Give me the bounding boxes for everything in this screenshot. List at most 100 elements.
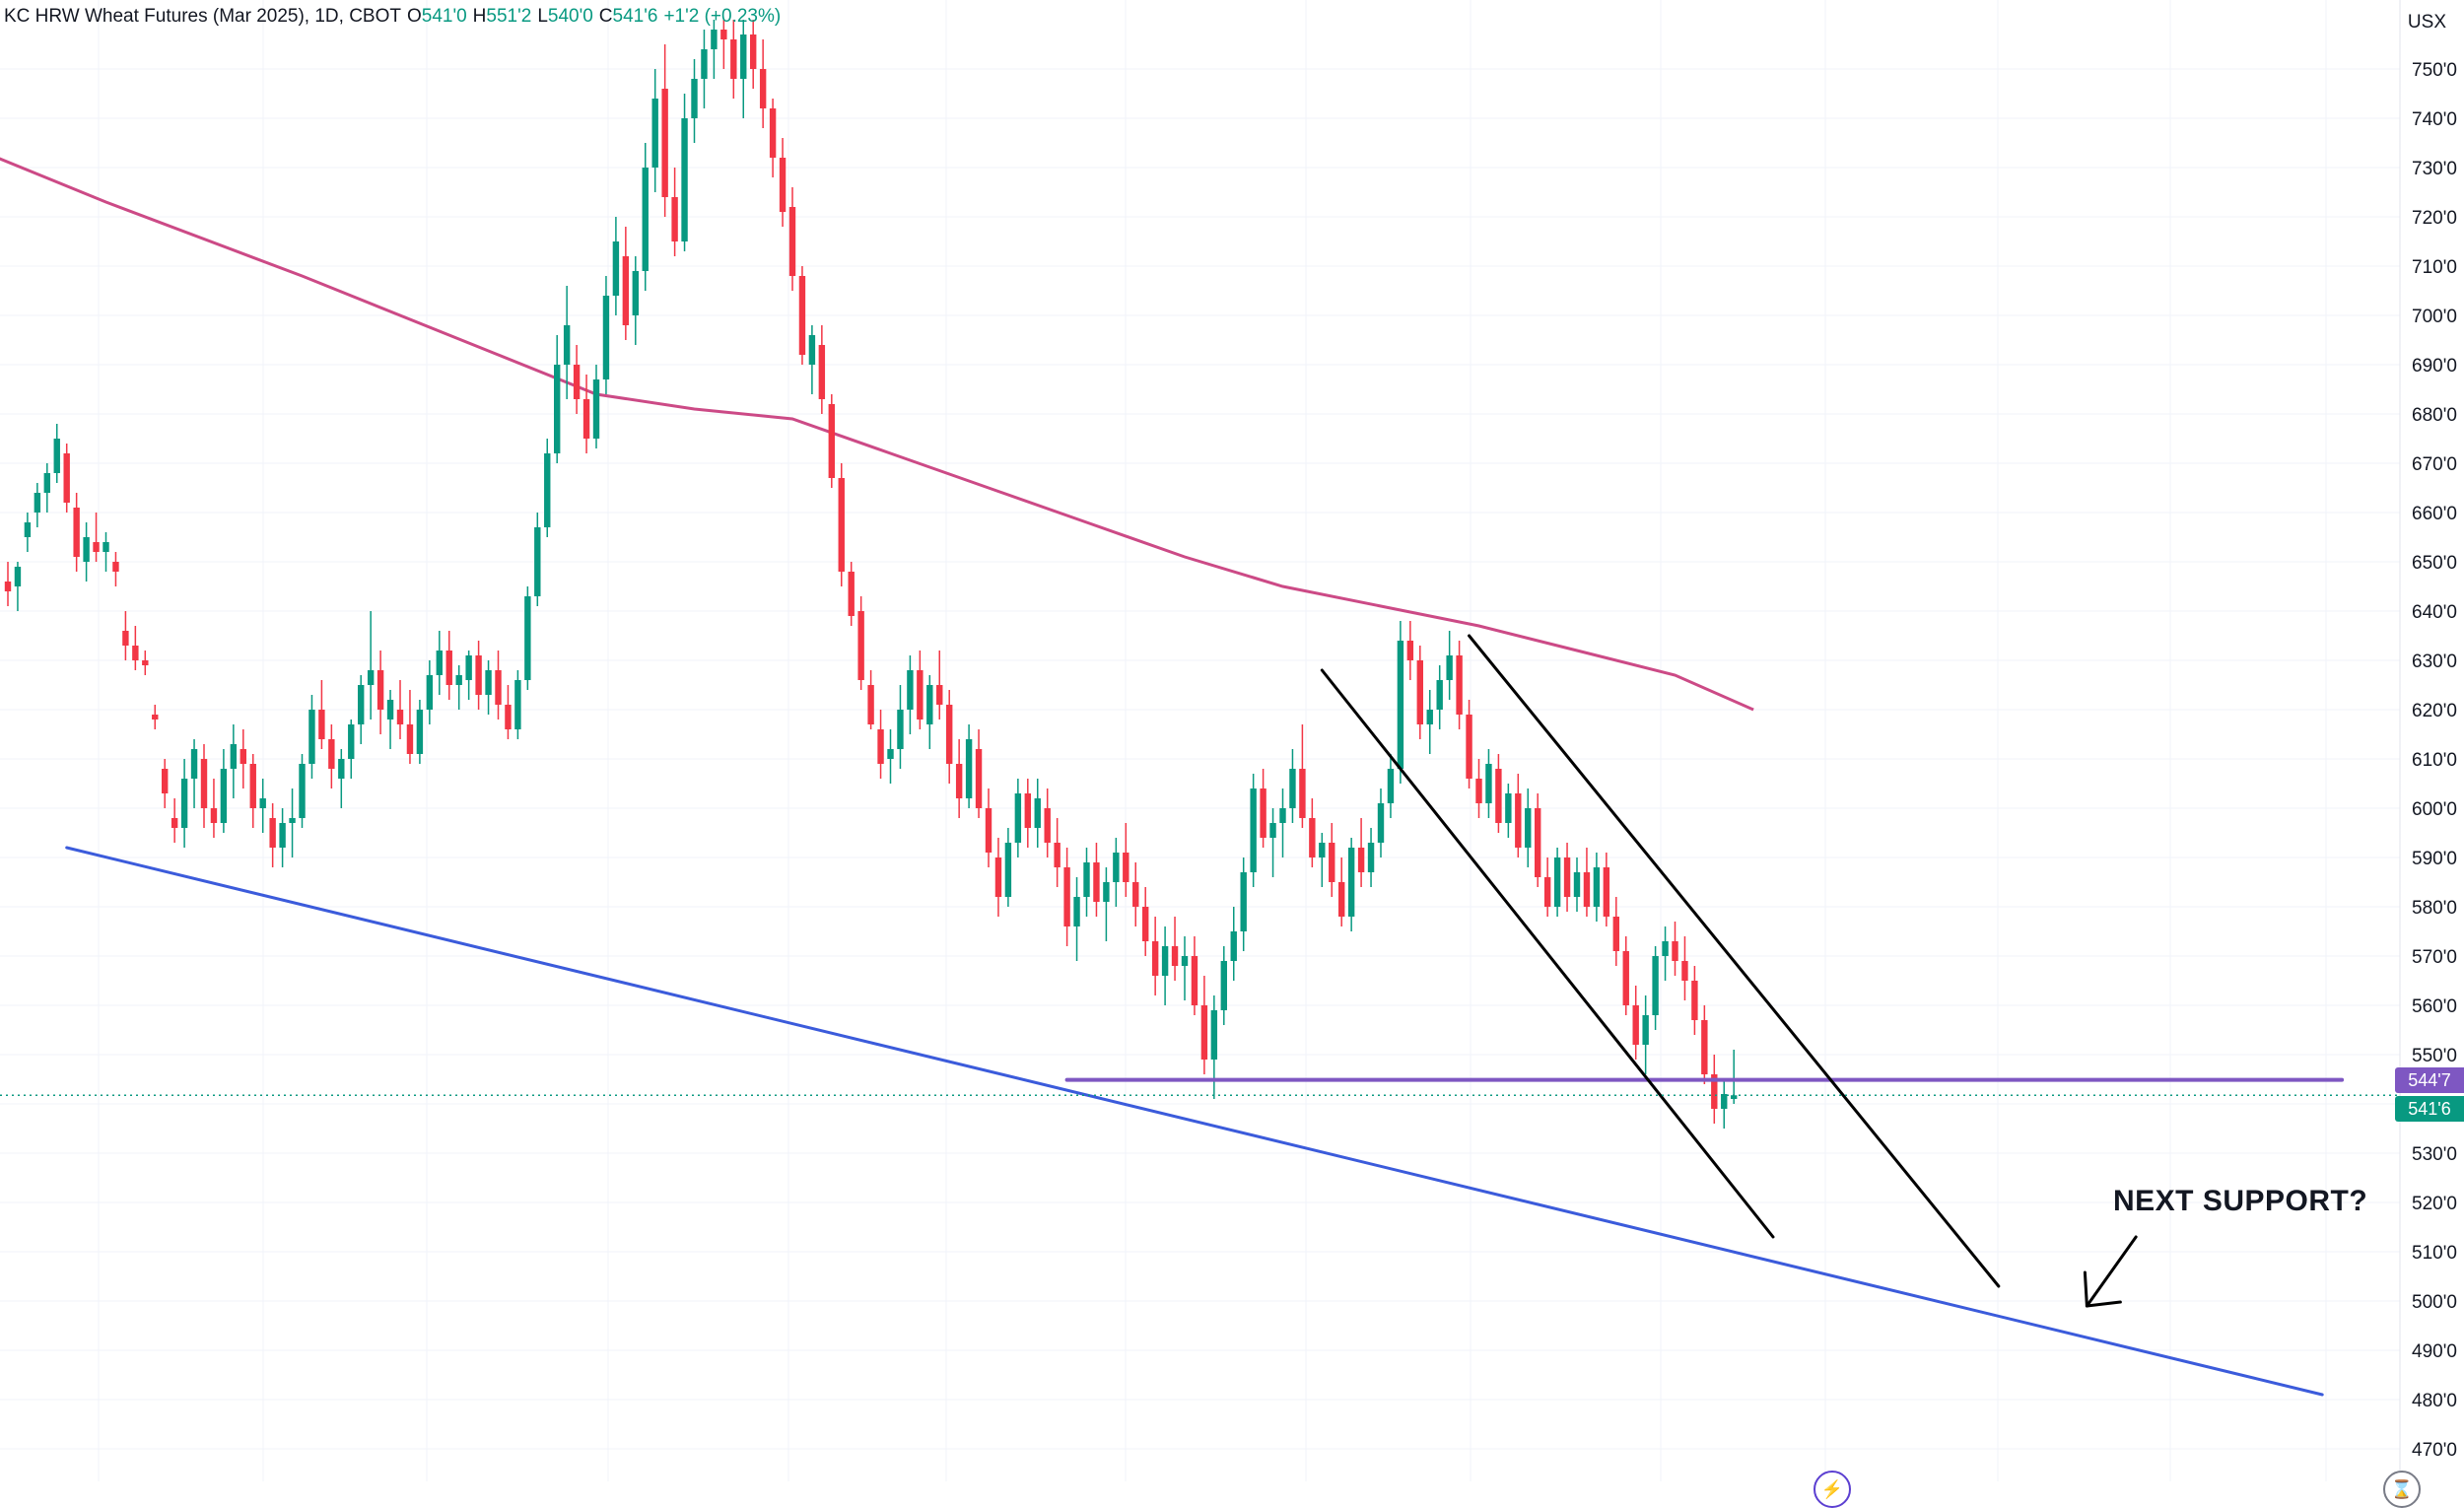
candle xyxy=(582,375,590,453)
candle xyxy=(1642,995,1649,1074)
candle xyxy=(465,651,472,700)
candle-body xyxy=(1573,872,1581,897)
hourglass-icon[interactable]: ⌛ xyxy=(2383,1471,2421,1508)
candle-body xyxy=(406,724,414,754)
price-axis[interactable]: 750'0 740'0 730'0 720'0 710'0 700'0 690'0 680'0… xyxy=(2399,0,2457,1481)
price-tick-label: 480'0 xyxy=(2412,1391,2457,1411)
candle xyxy=(132,626,139,670)
candle-body xyxy=(1612,917,1619,951)
candle xyxy=(1113,838,1120,907)
candle-body xyxy=(1044,808,1051,843)
currency-label[interactable]: USX xyxy=(2407,12,2446,33)
candle-body xyxy=(210,808,218,823)
candle xyxy=(1319,833,1326,887)
candle xyxy=(965,724,973,808)
candle xyxy=(436,631,443,695)
candle-body xyxy=(544,453,551,527)
candle-body xyxy=(249,764,256,808)
price-tick-label: 600'0 xyxy=(2412,799,2457,820)
candle-body xyxy=(1123,853,1129,882)
candle xyxy=(1034,779,1041,848)
candle xyxy=(769,99,777,177)
price-tick-label: 700'0 xyxy=(2412,307,2457,327)
candle xyxy=(34,483,41,527)
support-trendline xyxy=(65,846,2324,1397)
candle xyxy=(1103,867,1110,941)
candle-body xyxy=(1367,843,1375,872)
candle-body xyxy=(955,764,963,798)
candle-body xyxy=(1338,882,1345,917)
candle xyxy=(808,325,816,394)
candle-body xyxy=(740,34,747,79)
candle xyxy=(1505,784,1512,838)
candle-body xyxy=(289,818,296,823)
candle-body xyxy=(1652,956,1659,1015)
candle xyxy=(1191,936,1198,1015)
candle-body xyxy=(1603,867,1610,917)
candle xyxy=(475,641,482,710)
candle xyxy=(750,20,757,89)
candle xyxy=(1436,665,1443,729)
close-value: 541'6 xyxy=(612,6,658,27)
lightning-icon[interactable]: ⚡ xyxy=(1814,1471,1851,1508)
candle xyxy=(1456,641,1463,729)
candle-body xyxy=(1210,1010,1218,1060)
candle xyxy=(210,779,218,838)
candle xyxy=(1132,862,1139,926)
candle xyxy=(289,788,296,857)
candle-body xyxy=(985,808,992,853)
candle-body xyxy=(269,818,276,848)
candle xyxy=(416,700,424,764)
last-price-tag[interactable]: 541'6 xyxy=(2395,1096,2464,1123)
candle xyxy=(632,256,639,345)
candle xyxy=(1377,788,1385,857)
candle xyxy=(720,20,727,69)
price-tick-label: 720'0 xyxy=(2412,208,2457,229)
candle-body xyxy=(612,241,620,296)
high-value: 551'2 xyxy=(486,6,532,27)
candle-body xyxy=(1495,769,1502,823)
candle-body xyxy=(720,30,727,39)
candle xyxy=(1681,936,1688,1000)
candle-body xyxy=(867,685,874,724)
candle xyxy=(1014,779,1022,857)
candle xyxy=(1711,1055,1718,1124)
candle-body xyxy=(691,79,698,118)
drawing-layer[interactable] xyxy=(65,634,2345,1397)
candle xyxy=(220,749,228,833)
candle xyxy=(1475,759,1482,818)
candle xyxy=(1200,976,1208,1074)
candle-body xyxy=(1073,897,1080,926)
candle-body xyxy=(1406,641,1414,660)
candle-body xyxy=(376,670,384,710)
candle-body xyxy=(396,710,404,724)
candle xyxy=(926,675,933,749)
candle-body xyxy=(907,670,914,710)
moving-average-line xyxy=(0,157,1754,712)
candle xyxy=(818,325,826,414)
candle xyxy=(171,798,178,843)
candle xyxy=(259,779,266,833)
symbol-legend[interactable]: KC HRW Wheat Futures (Mar 2025), 1D, CBO… xyxy=(4,6,781,28)
symbol-title: KC HRW Wheat Futures (Mar 2025), 1D, CBO… xyxy=(4,6,401,27)
candle xyxy=(592,365,600,448)
candle xyxy=(426,660,434,724)
candle xyxy=(1446,631,1453,700)
candle xyxy=(759,39,767,128)
candle xyxy=(386,690,394,749)
candle-body xyxy=(259,798,266,808)
candle-body xyxy=(563,325,571,365)
candle xyxy=(563,286,571,399)
candle xyxy=(955,739,963,818)
candle xyxy=(975,729,983,818)
candle-body xyxy=(122,631,129,646)
candle-body xyxy=(798,276,806,355)
candle-body xyxy=(1475,779,1482,803)
candle xyxy=(1073,877,1080,961)
candle xyxy=(848,562,855,626)
level-price-tag[interactable]: 544'7 xyxy=(2395,1066,2464,1093)
candle xyxy=(1583,848,1591,917)
next-support-annotation[interactable]: NEXT SUPPORT? xyxy=(2113,1185,2368,1217)
candle xyxy=(1691,966,1698,1035)
